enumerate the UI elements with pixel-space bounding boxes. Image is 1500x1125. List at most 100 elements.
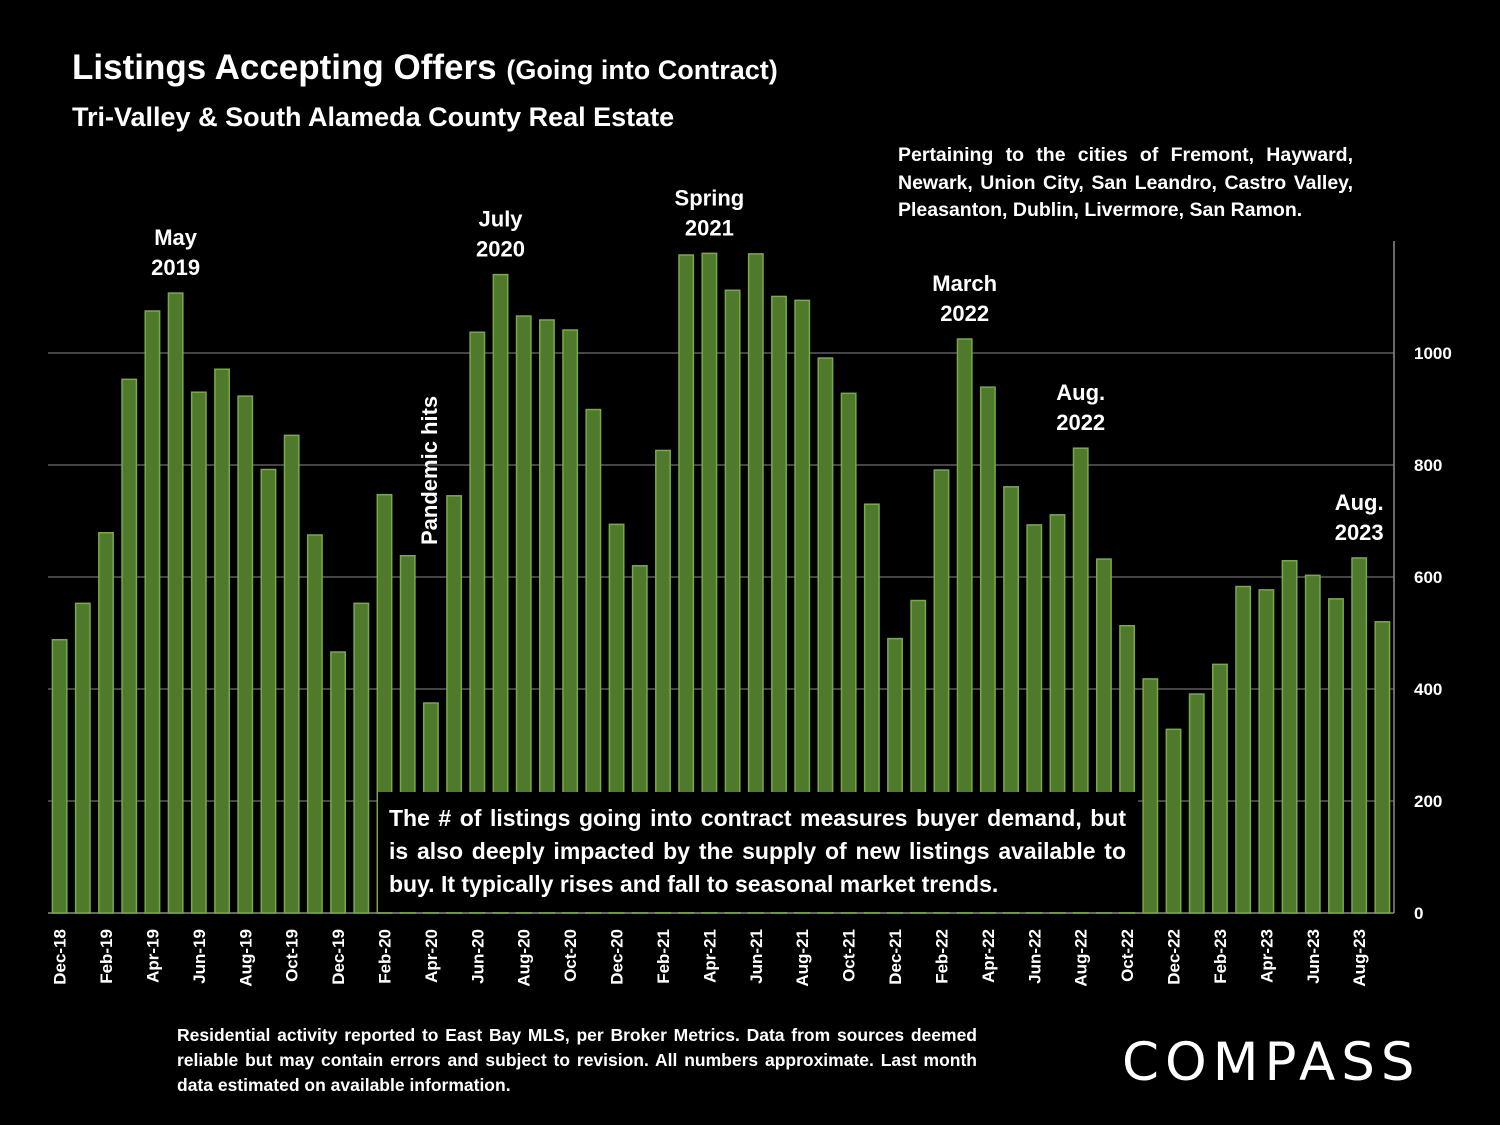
- x-tick-label: Oct-20: [561, 929, 580, 982]
- annotation-label: 2022: [940, 301, 989, 326]
- bar: [1165, 728, 1182, 914]
- x-tick-label: Oct-19: [283, 929, 302, 982]
- annotation-label: Aug.: [1335, 490, 1384, 515]
- annotation-label: Pandemic hits: [417, 396, 442, 545]
- y-tick-label: 600: [1414, 568, 1442, 587]
- bar: [237, 395, 254, 914]
- x-tick-label: Jun-20: [468, 929, 487, 984]
- y-axis-labels: 0 200 400 600 800 1000: [1414, 344, 1452, 923]
- bar: [283, 434, 300, 914]
- bar: [701, 252, 718, 914]
- annotation-label: Aug.: [1056, 380, 1105, 405]
- bar: [167, 292, 184, 914]
- bar: [678, 254, 695, 914]
- bar: [1304, 574, 1321, 914]
- x-tick-label: Apr-23: [1257, 929, 1276, 983]
- bar: [260, 468, 277, 914]
- annotation-label: March: [932, 271, 997, 296]
- bar: [492, 273, 509, 914]
- x-tick-label: Feb-22: [932, 929, 951, 984]
- x-tick-label: Oct-22: [1118, 929, 1137, 982]
- bar: [353, 602, 370, 914]
- bar: [98, 532, 114, 914]
- annotation-label: 2022: [1056, 410, 1105, 435]
- bar: [1212, 663, 1228, 914]
- annotation-label: 2023: [1335, 520, 1384, 545]
- x-tick-label: Jun-21: [747, 929, 766, 984]
- x-tick-label: Apr-22: [979, 929, 998, 983]
- bar: [1258, 589, 1275, 914]
- x-tick-label: Jun-23: [1304, 929, 1323, 984]
- bar: [979, 386, 996, 914]
- x-tick-label: Aug-20: [515, 929, 534, 987]
- bar: [515, 315, 532, 914]
- bar: [306, 534, 323, 914]
- bar: [817, 357, 834, 914]
- bar: [585, 408, 602, 914]
- x-tick-label: Aug-21: [793, 929, 812, 987]
- bar: [1142, 678, 1159, 914]
- x-tick-label: Apr-20: [422, 929, 441, 983]
- bar: [1328, 598, 1344, 914]
- bar: [1374, 621, 1391, 914]
- bar: [840, 392, 857, 914]
- bar: [747, 253, 764, 914]
- bar: [1281, 560, 1298, 914]
- annotation-label: 2019: [151, 255, 200, 280]
- annotation-label: July: [479, 207, 524, 232]
- y-tick-label: 1000: [1414, 344, 1452, 363]
- bar: [1235, 585, 1252, 914]
- compass-logo: COMPASS: [1122, 1032, 1421, 1093]
- bar: [190, 391, 207, 914]
- source-footnote: Residential activity reported to East Ba…: [177, 1025, 977, 1095]
- bar: [121, 378, 138, 914]
- annotation-label: 2020: [476, 237, 525, 262]
- annotation-label: 2021: [685, 215, 734, 240]
- x-tick-label: Aug-23: [1350, 929, 1369, 987]
- x-tick-label: Dec-21: [886, 929, 905, 985]
- chart-title-suffix: (Going into Contract): [506, 55, 778, 85]
- x-tick-label: Dec-18: [51, 929, 70, 985]
- y-tick-label: 0: [1414, 904, 1423, 923]
- bar: [1188, 693, 1205, 914]
- x-axis-labels: Dec-18 Feb-19 Apr-19 Jun-19 Aug-19 Oct-19 Dec-…: [51, 929, 1370, 987]
- chart-subtitle: Tri-Valley & South Alameda County Real E…: [72, 102, 675, 132]
- chart-title-main: Listings Accepting Offers: [72, 48, 497, 87]
- x-tick-label: Oct-21: [840, 929, 859, 982]
- x-tick-label: Feb-23: [1211, 929, 1230, 984]
- bar: [330, 651, 347, 914]
- bar: [956, 338, 973, 914]
- bar: [1351, 557, 1368, 914]
- bar: [51, 638, 68, 914]
- x-tick-label: Jun-22: [1025, 929, 1044, 984]
- x-tick-label: Apr-21: [700, 929, 719, 983]
- x-tick-label: Dec-19: [329, 929, 348, 985]
- bar: [144, 310, 161, 914]
- bar: [469, 331, 486, 914]
- cities-note: Pertaining to the cities of Fremont, Hay…: [898, 144, 1353, 221]
- annotations: May 2019 Pandemic hits July 2020 Spring 2021 Ma…: [151, 185, 1384, 545]
- chart-title: Listings Accepting Offers (Going into Co…: [72, 48, 778, 88]
- bar: [539, 319, 555, 914]
- bar: [214, 368, 230, 914]
- y-tick-label: 400: [1414, 680, 1442, 699]
- y-tick-label: 200: [1414, 792, 1442, 811]
- annotation-label: May: [154, 225, 198, 250]
- bar: [724, 289, 741, 914]
- x-tick-label: Feb-21: [654, 929, 673, 984]
- x-tick-label: Dec-20: [608, 929, 627, 985]
- annotation-label: Spring: [675, 185, 745, 210]
- bar: [794, 299, 811, 914]
- x-tick-label: Apr-19: [143, 929, 162, 983]
- bar: [562, 329, 579, 914]
- explanation-callout: The # of listings going into contract me…: [378, 792, 1138, 912]
- x-tick-label: Aug-19: [236, 929, 255, 987]
- x-tick-label: Jun-19: [190, 929, 209, 984]
- x-tick-label: Feb-20: [376, 929, 395, 984]
- bar: [771, 295, 787, 914]
- y-tick-label: 800: [1414, 456, 1442, 475]
- x-tick-label: Aug-22: [1072, 929, 1091, 987]
- x-tick-label: Feb-19: [97, 929, 116, 984]
- bar: [74, 602, 91, 914]
- x-tick-label: Dec-22: [1165, 929, 1184, 985]
